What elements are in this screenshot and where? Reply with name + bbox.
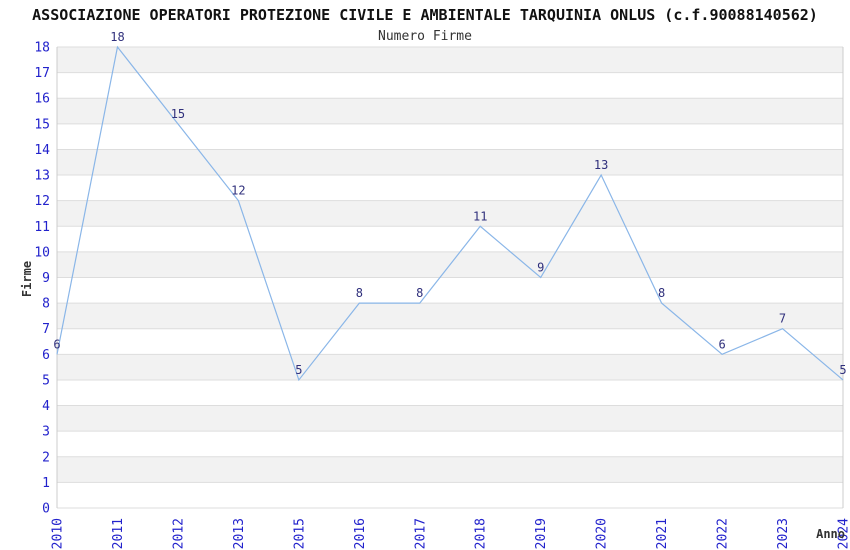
y-tick-label: 9 [42,271,50,286]
chart-subtitle: Numero Firme [378,29,472,44]
plot-band [57,405,843,432]
point-label: 7 [779,312,786,326]
y-tick-label: 11 [34,220,50,235]
data-line [56,45,844,382]
x-tick-label: 2023 [776,518,791,549]
x-tick-label: 2019 [534,518,549,549]
x-tick-label: 2017 [413,518,428,549]
y-tick-label: 1 [42,476,50,491]
point-label: 6 [718,337,725,351]
point-label: 6 [53,337,60,351]
x-tick-label: 2013 [232,518,247,549]
point-label: 5 [839,363,846,377]
x-tick-label: 2022 [716,518,731,549]
x-tick-label: 2018 [474,518,489,549]
y-tick-label: 12 [34,194,50,209]
y-tick-label: 3 [42,425,50,440]
chart-title: ASSOCIAZIONE OPERATORI PROTEZIONE CIVILE… [32,6,818,24]
point-label: 9 [537,261,544,275]
y-tick-label: 7 [42,322,50,337]
plot-band [57,456,843,483]
x-tick-label: 2020 [595,518,610,549]
point-label: 11 [473,209,487,223]
point-label: 15 [171,107,185,121]
point-label: 8 [416,286,423,300]
plot-band [57,303,843,329]
x-tick-label: 2015 [292,518,307,549]
x-tick-label: 2012 [171,518,186,549]
y-tick-label: 18 [34,41,50,56]
point-label: 8 [356,286,363,300]
y-tick-label: 5 [42,373,50,388]
point-label: 13 [594,158,608,172]
y-tick-label: 14 [34,143,50,158]
y-tick-label: 13 [34,169,50,184]
x-tick-label: 2024 [837,518,850,549]
x-tick-label: 2021 [655,518,670,549]
y-tick-label: 17 [34,66,50,81]
x-axis-title: Anno [816,527,845,541]
x-tick-label: 2010 [51,518,66,549]
y-tick-label: 16 [34,92,50,107]
y-tick-label: 0 [42,502,50,517]
y-tick-label: 6 [42,348,50,363]
y-tick-label: 2 [42,450,50,465]
plot-band [57,47,843,73]
y-axis-title: Firme [20,261,34,297]
plot-band [57,98,843,124]
x-tick-label: 2011 [111,518,126,549]
plot-band [57,149,843,176]
point-label: 8 [658,286,665,300]
plot-band [57,354,843,380]
y-tick-label: 8 [42,297,50,312]
x-tick-label: 2016 [353,518,368,549]
plot-band [57,200,843,227]
y-tick-label: 15 [34,117,50,132]
y-tick-label: 10 [34,245,50,260]
y-tick-label: 4 [42,399,50,414]
point-label: 18 [110,30,124,44]
point-label: 5 [295,363,302,377]
point-label: 12 [231,184,245,198]
